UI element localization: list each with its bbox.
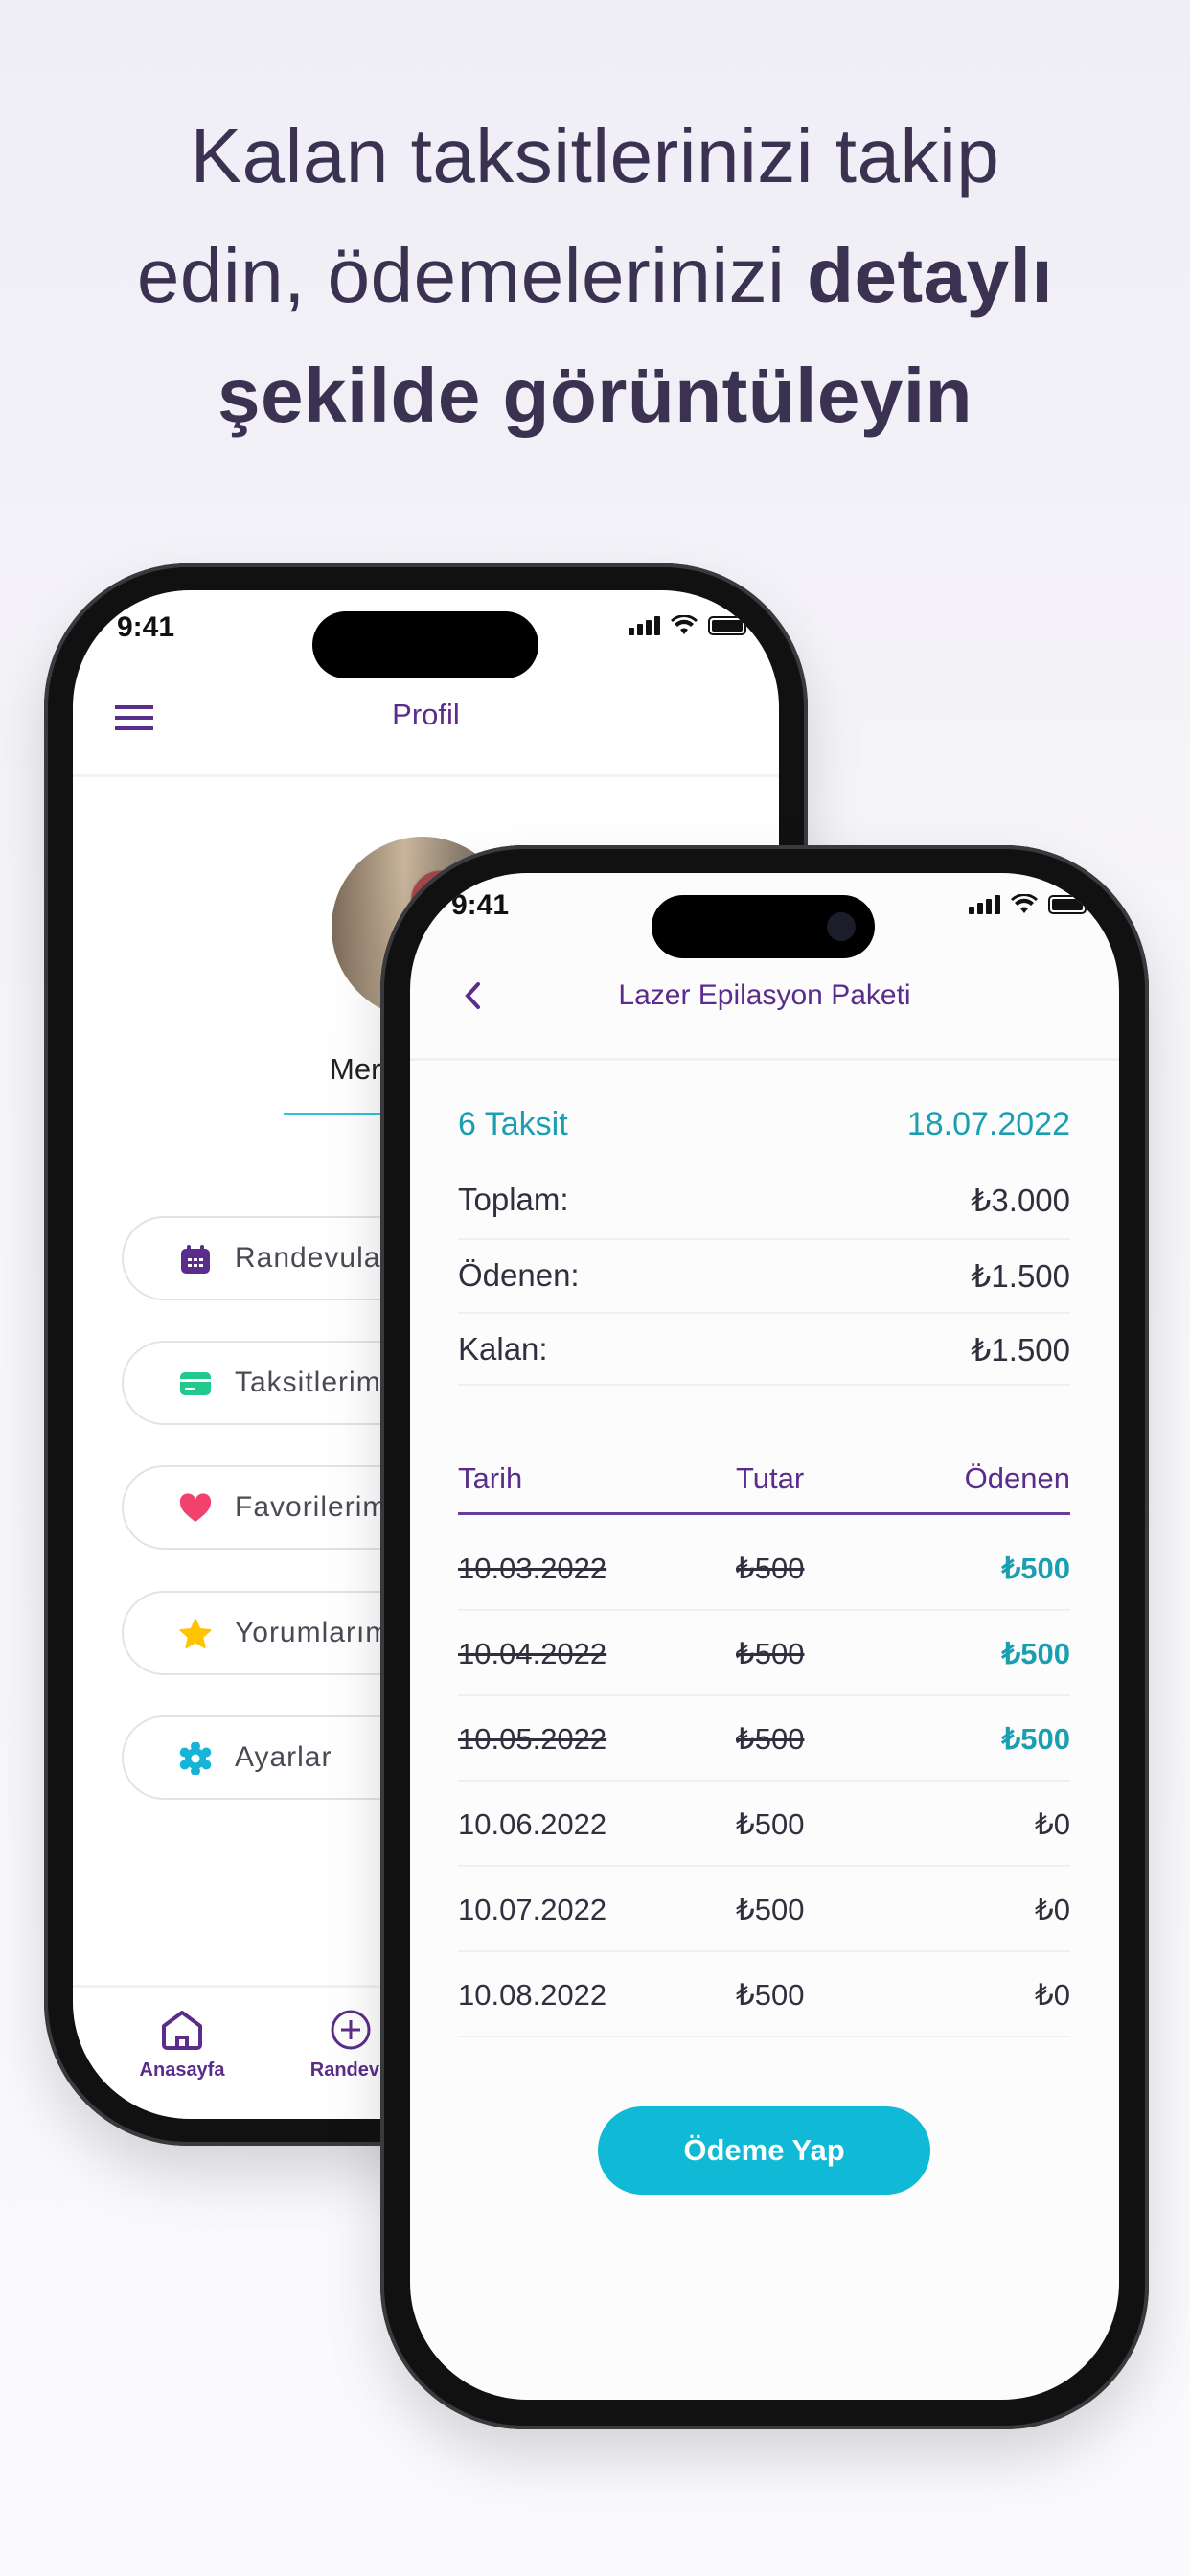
table-row: 10.04.2022 ₺500 ₺500 bbox=[458, 1611, 1070, 1696]
page-title: Lazer Epilasyon Paketi bbox=[618, 979, 911, 1011]
status-icons bbox=[629, 615, 746, 636]
wifi-icon bbox=[1011, 894, 1038, 913]
table-row: 10.03.2022 ₺500 ₺500 bbox=[458, 1526, 1070, 1611]
cell-paid: ₺0 bbox=[1035, 1893, 1070, 1926]
column-header-tarih: Tarih bbox=[458, 1461, 523, 1495]
headline: Kalan taksitlerinizi takip edin, ödemele… bbox=[0, 96, 1190, 455]
header-divider bbox=[73, 774, 779, 777]
headline-bold: detaylı bbox=[807, 233, 1054, 318]
table-row: 10.06.2022 ₺500 ₺0 bbox=[458, 1782, 1070, 1867]
headline-line-2: edin, ödemelerinizi detaylı bbox=[0, 216, 1190, 335]
nav-label: Randevu bbox=[309, 2059, 392, 2081]
summary-row-odenen: Ödenen: ₺1.500 bbox=[458, 1240, 1070, 1314]
cell-amount: ₺500 bbox=[736, 1807, 805, 1841]
calendar-icon bbox=[181, 1245, 210, 1274]
battery-icon bbox=[1048, 895, 1087, 914]
menu-item-label: Yorumlarım bbox=[235, 1617, 391, 1648]
summary-label: Kalan: bbox=[458, 1331, 548, 1367]
menu-item-label: Taksitlerim bbox=[235, 1367, 381, 1398]
cell-date: 10.04.2022 bbox=[458, 1637, 607, 1670]
front-phone-screen: 9:41 Lazer Epilasyon Paketi 6 Taksit 18.… bbox=[410, 873, 1119, 2400]
signal-icon bbox=[629, 616, 660, 635]
cell-amount: ₺500 bbox=[736, 1722, 805, 1756]
nav-anasayfa[interactable]: Anasayfa bbox=[125, 2009, 240, 2082]
column-header-tutar: Tutar bbox=[736, 1461, 805, 1495]
credit-card-icon bbox=[180, 1372, 211, 1395]
headline-line-3: şekilde görüntüleyin bbox=[0, 335, 1190, 455]
cell-paid: ₺0 bbox=[1035, 1807, 1070, 1841]
summary-value: ₺1.500 bbox=[971, 1258, 1070, 1294]
table-row: 10.05.2022 ₺500 ₺500 bbox=[458, 1696, 1070, 1782]
page-title: Profil bbox=[392, 698, 460, 731]
gear-icon bbox=[179, 1742, 212, 1775]
wifi-icon bbox=[671, 615, 698, 634]
back-arrow-icon[interactable] bbox=[463, 980, 482, 1011]
headline-bold: şekilde görüntüleyin bbox=[217, 353, 973, 438]
package-date: 18.07.2022 bbox=[906, 1106, 1070, 1142]
summary-label: Toplam: bbox=[458, 1182, 569, 1217]
menu-item-label: Ayarlar bbox=[235, 1741, 332, 1773]
profile-underline bbox=[284, 1113, 475, 1116]
cell-amount: ₺500 bbox=[736, 1552, 805, 1585]
cell-paid: ₺0 bbox=[1035, 1978, 1070, 2012]
cell-paid: ₺500 bbox=[1001, 1552, 1070, 1585]
installment-count: 6 Taksit bbox=[458, 1106, 568, 1142]
header-divider bbox=[410, 1058, 1119, 1061]
camera-icon bbox=[827, 912, 856, 941]
summary-value: ₺1.500 bbox=[971, 1332, 1070, 1368]
cell-date: 10.08.2022 bbox=[458, 1978, 607, 2012]
front-phone: 9:41 Lazer Epilasyon Paketi 6 Taksit 18.… bbox=[380, 845, 1149, 2429]
nav-label: Anasayfa bbox=[139, 2059, 225, 2081]
cell-paid: ₺500 bbox=[1001, 1637, 1070, 1670]
status-time: 9:41 bbox=[117, 611, 175, 643]
headline-line-1: Kalan taksitlerinizi takip bbox=[190, 113, 1000, 198]
cell-amount: ₺500 bbox=[736, 1893, 805, 1926]
signal-icon bbox=[969, 895, 1000, 914]
summary-row-toplam: Toplam: ₺3.000 bbox=[458, 1156, 1070, 1240]
cell-date: 10.03.2022 bbox=[458, 1552, 607, 1585]
summary-row-kalan: Kalan: ₺1.500 bbox=[458, 1314, 1070, 1386]
cell-date: 10.05.2022 bbox=[458, 1722, 607, 1756]
star-icon bbox=[179, 1619, 212, 1648]
column-header-odenen: Ödenen bbox=[964, 1461, 1070, 1495]
battery-icon bbox=[708, 616, 746, 635]
plus-circle-icon bbox=[331, 2010, 371, 2050]
table-row: 10.07.2022 ₺500 ₺0 bbox=[458, 1867, 1070, 1952]
menu-item-label: Favorilerim bbox=[235, 1491, 388, 1523]
cell-date: 10.07.2022 bbox=[458, 1893, 607, 1926]
cell-date: 10.06.2022 bbox=[458, 1807, 607, 1841]
table-row: 10.08.2022 ₺500 ₺0 bbox=[458, 1952, 1070, 2037]
headline-text: edin, ödemelerinizi bbox=[136, 233, 808, 318]
summary-label: Ödenen: bbox=[458, 1257, 580, 1293]
cell-amount: ₺500 bbox=[736, 1637, 805, 1670]
home-icon bbox=[162, 2011, 202, 2050]
cell-paid: ₺500 bbox=[1001, 1722, 1070, 1756]
dynamic-island bbox=[312, 611, 538, 678]
cell-amount: ₺500 bbox=[736, 1978, 805, 2012]
status-time: 9:41 bbox=[451, 889, 510, 921]
summary-value: ₺3.000 bbox=[971, 1183, 1070, 1218]
profile-name: Mer bbox=[330, 1052, 381, 1086]
hamburger-icon[interactable] bbox=[115, 703, 153, 732]
nav-randevu[interactable]: Randevu bbox=[293, 2009, 408, 2082]
status-icons bbox=[969, 894, 1087, 915]
pay-button[interactable]: Ödeme Yap bbox=[598, 2106, 930, 2195]
heart-icon bbox=[179, 1493, 212, 1522]
table-header: Tarih Tutar Ödenen bbox=[458, 1458, 1070, 1515]
dynamic-island bbox=[652, 895, 875, 958]
